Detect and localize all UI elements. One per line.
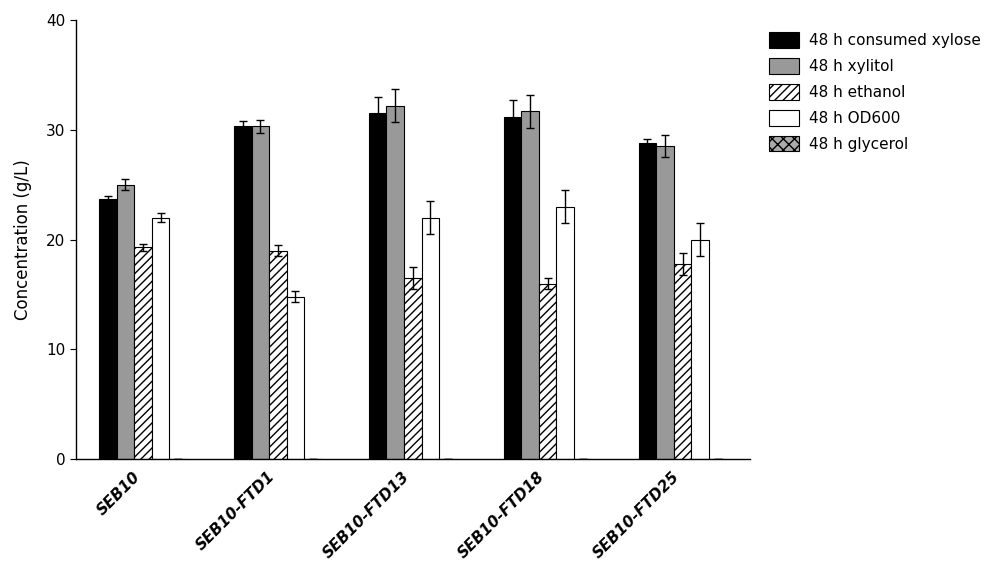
Bar xyxy=(504,117,521,459)
Y-axis label: Concentration (g/L): Concentration (g/L) xyxy=(14,159,32,320)
Bar xyxy=(134,247,152,459)
Bar xyxy=(539,283,556,459)
Bar xyxy=(234,126,252,459)
Bar xyxy=(117,185,134,459)
Legend: 48 h consumed xylose, 48 h xylitol, 48 h ethanol, 48 h OD600, 48 h glycerol: 48 h consumed xylose, 48 h xylitol, 48 h… xyxy=(764,28,985,156)
Bar xyxy=(152,217,169,459)
Bar xyxy=(656,146,674,459)
Bar xyxy=(404,278,422,459)
Bar xyxy=(287,297,304,459)
Bar xyxy=(422,217,439,459)
Bar xyxy=(691,240,709,459)
Bar xyxy=(639,143,656,459)
Bar xyxy=(252,126,269,459)
Bar xyxy=(521,111,539,459)
Bar xyxy=(269,251,287,459)
Bar xyxy=(674,264,691,459)
Bar xyxy=(386,106,404,459)
Bar xyxy=(99,199,117,459)
Bar xyxy=(556,206,574,459)
Bar xyxy=(369,113,386,459)
